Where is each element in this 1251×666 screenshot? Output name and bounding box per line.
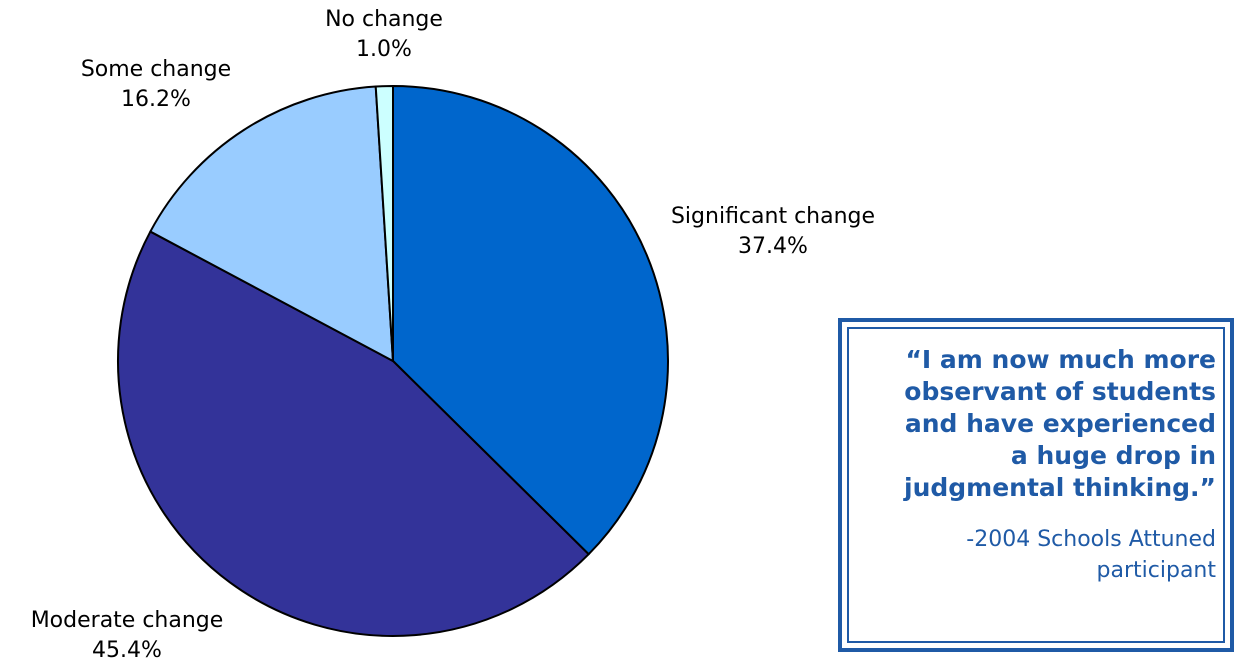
pie-slice-some-change <box>149 85 394 362</box>
slice-value: 1.0% <box>356 37 412 62</box>
slice-name: Some change <box>80 57 232 82</box>
slice-label-some-change: Some change 16.2% <box>81 55 231 115</box>
quote-line: observant of students <box>904 377 1216 406</box>
slice-label-significant-change: Significant change 37.4% <box>671 202 875 262</box>
attribution-line: -2004 Schools Attuned <box>966 527 1216 552</box>
quote-text: “I am now much more observant of student… <box>856 344 1216 504</box>
attribution-line: participant <box>1096 558 1216 583</box>
quote-attribution: -2004 Schools Attuned participant <box>856 524 1216 586</box>
pie-slice-significant-change <box>392 85 669 556</box>
quote-line: a huge drop in <box>1010 441 1216 470</box>
slice-label-no-change: No change 1.0% <box>325 5 443 65</box>
pie-slice-no-change <box>374 84 394 362</box>
slice-value: 37.4% <box>738 234 808 259</box>
slice-name: No change <box>325 7 443 32</box>
slice-value: 45.4% <box>92 638 162 663</box>
slice-label-moderate-change: Moderate change 45.4% <box>31 606 224 666</box>
quote-box: “I am now much more observant of student… <box>838 318 1234 652</box>
quote-line: and have experienced <box>904 409 1216 438</box>
slice-name: Significant change <box>670 204 876 229</box>
quote-line: “I am now much more <box>905 345 1216 374</box>
slice-name: Moderate change <box>30 608 224 633</box>
quote-line: judgmental thinking.” <box>904 473 1216 502</box>
slice-value: 16.2% <box>121 87 191 112</box>
pie-slice-moderate-change <box>117 230 590 637</box>
quote-inner-border <box>847 327 1225 643</box>
